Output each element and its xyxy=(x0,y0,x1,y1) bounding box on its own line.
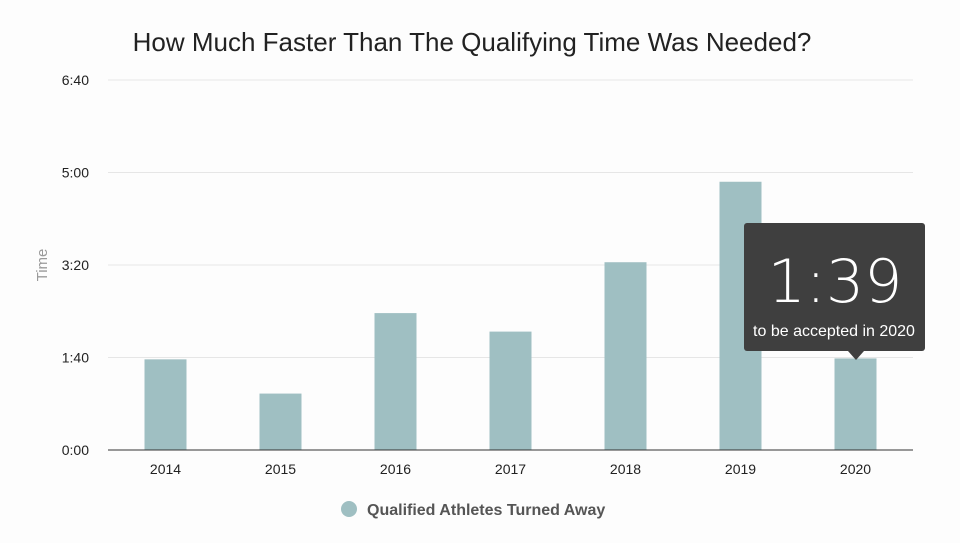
x-tick-label: 2019 xyxy=(725,461,756,477)
tooltip: 1:39 to be accepted in 2020 xyxy=(744,223,925,360)
bar-2017[interactable] xyxy=(489,331,532,450)
x-tick-label: 2016 xyxy=(380,461,411,477)
y-axis-title: Time xyxy=(34,249,51,282)
y-tick-label: 3:20 xyxy=(62,257,89,273)
chart-title: How Much Faster Than The Qualifying Time… xyxy=(133,27,812,57)
legend[interactable]: Qualified Athletes Turned Away xyxy=(341,501,605,519)
bar-2015[interactable] xyxy=(259,393,302,450)
x-tick-label: 2015 xyxy=(265,461,296,477)
x-tick-label: 2014 xyxy=(150,461,181,477)
x-tick-label: 2018 xyxy=(610,461,641,477)
bar-2020[interactable] xyxy=(834,358,877,450)
y-tick-label: 5:00 xyxy=(62,165,89,181)
y-tick-label: 1:40 xyxy=(62,350,89,366)
bar-2016[interactable] xyxy=(374,313,417,450)
bar-2018[interactable] xyxy=(604,262,647,450)
y-tick-label: 6:40 xyxy=(62,72,89,88)
bar-2014[interactable] xyxy=(144,359,187,450)
y-axis-ticks: 0:00 1:40 3:20 5:00 6:40 xyxy=(62,72,89,458)
tooltip-caption: to be accepted in 2020 xyxy=(753,323,915,340)
x-tick-label: 2017 xyxy=(495,461,526,477)
legend-label: Qualified Athletes Turned Away xyxy=(367,502,605,519)
tooltip-arrow xyxy=(848,351,864,360)
bars xyxy=(144,181,877,450)
x-tick-label: 2020 xyxy=(840,461,871,477)
tooltip-box xyxy=(744,223,925,351)
tooltip-value: 1:39 xyxy=(768,247,903,317)
x-axis-ticks: 2014 2015 2016 2017 2018 2019 2020 xyxy=(150,461,871,477)
y-tick-label: 0:00 xyxy=(62,442,89,458)
legend-swatch xyxy=(341,501,357,517)
